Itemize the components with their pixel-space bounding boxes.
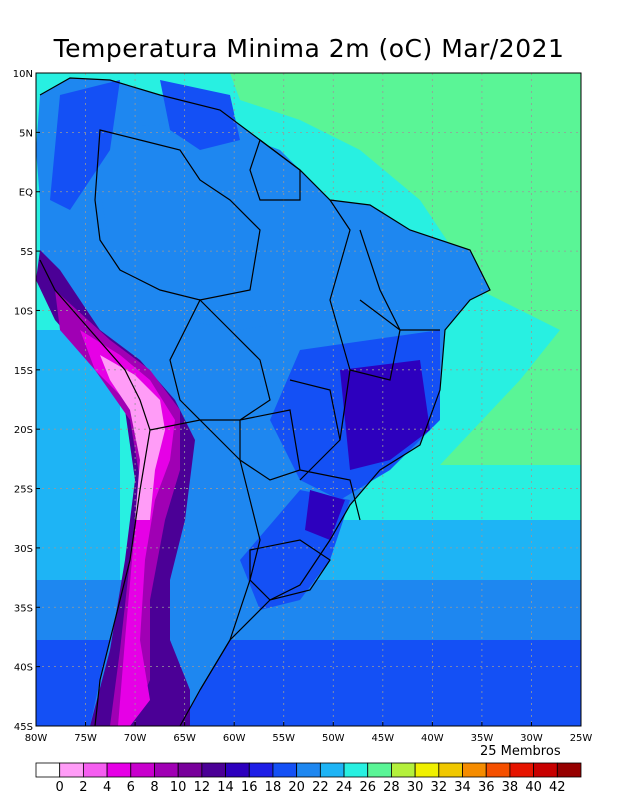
lon-label: 55W (272, 733, 295, 744)
lat-label: 10N (13, 69, 33, 80)
lat-label: 45S (14, 722, 33, 733)
lat-label: 5S (20, 247, 33, 258)
members-label: 25 Membros (480, 744, 561, 759)
lon-label: 25W (570, 733, 593, 744)
map-fill (36, 73, 581, 726)
lat-label: 10S (14, 306, 33, 317)
contour-region-oc-trop (230, 73, 581, 465)
map-title: Temperatura Minima 2m (oC) Mar/2021 (53, 34, 565, 63)
contour-region-andes2 (50, 80, 120, 210)
lat-label: 20S (14, 425, 33, 436)
lat-label: 5N (19, 128, 33, 139)
lat-label: 15S (14, 366, 33, 377)
lon-label: 45W (372, 733, 395, 744)
contour-region-amazon (100, 120, 360, 330)
map-frame (35, 72, 582, 727)
lat-label: 30S (14, 544, 33, 555)
country-borders (39, 77, 491, 726)
lat-label: 35S (14, 603, 33, 614)
lon-label: 75W (74, 733, 97, 744)
lat-label: EQ (19, 188, 33, 199)
map-gridlines (36, 73, 581, 726)
lat-label: 25S (14, 485, 33, 496)
contour-region-andes1 (36, 250, 195, 726)
lat-label: 40S (14, 663, 33, 674)
latitude-labels: 10N 5N EQ 5S 10S 15S 20S 25S 30S 35S 40S 45S (13, 69, 40, 733)
lon-label: 80W (25, 733, 48, 744)
contour-region-highland (305, 360, 430, 540)
lon-label: 60W (223, 733, 246, 744)
contour-region-andes5 (100, 355, 165, 520)
lon-label: 65W (173, 733, 196, 744)
lon-label: 40W (421, 733, 444, 744)
lon-label: 70W (124, 733, 147, 744)
lon-label: 35W (471, 733, 494, 744)
lon-label: 50W (322, 733, 345, 744)
longitude-labels: 80W 75W 70W 65W 60W 55W 50W 45W 40W 35W 30W 25W (25, 722, 593, 744)
lon-label: 30W (520, 733, 543, 744)
